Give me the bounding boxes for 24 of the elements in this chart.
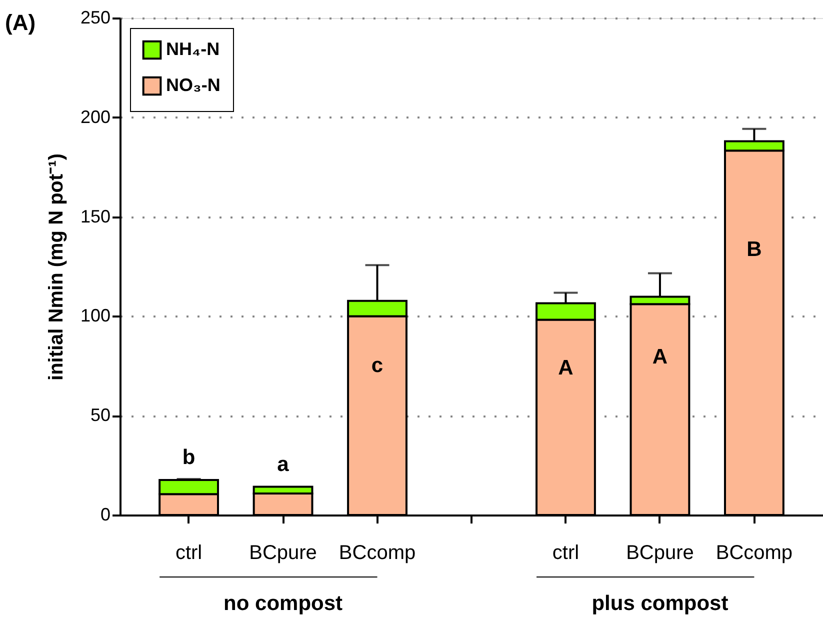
x-tick-label: BCcomp xyxy=(338,542,416,564)
annotation: B xyxy=(746,238,762,261)
y-tick-label: 100 xyxy=(80,306,110,326)
y-tick-label: 250 xyxy=(80,8,110,28)
annotation: A xyxy=(558,356,574,380)
y-tick-label: 200 xyxy=(80,106,110,127)
x-tick-label: ctrl xyxy=(175,542,202,564)
x-tick-label: BCpure xyxy=(626,542,694,564)
legend-label: NH₄-N xyxy=(166,39,220,59)
legend-label: NO₃-N xyxy=(166,75,220,95)
annotation: b xyxy=(182,446,196,470)
annotation: a xyxy=(277,452,290,476)
text: plus compost xyxy=(592,592,728,615)
annotation: A xyxy=(652,345,668,368)
x-tick-label: ctrl xyxy=(552,542,580,564)
x-tick-label: BCpure xyxy=(249,542,317,564)
chart-title: (A) xyxy=(5,10,36,35)
text: no compost xyxy=(224,592,343,615)
annotation: c xyxy=(371,354,384,377)
y-tick-label: 0 xyxy=(100,504,110,524)
x-tick-label: BCcomp xyxy=(716,542,793,564)
y-tick-label: 150 xyxy=(80,206,110,226)
y-axis-title: initial Nmin (mg N pot⁻¹) xyxy=(45,154,68,380)
y-tick-label: 50 xyxy=(90,405,110,426)
